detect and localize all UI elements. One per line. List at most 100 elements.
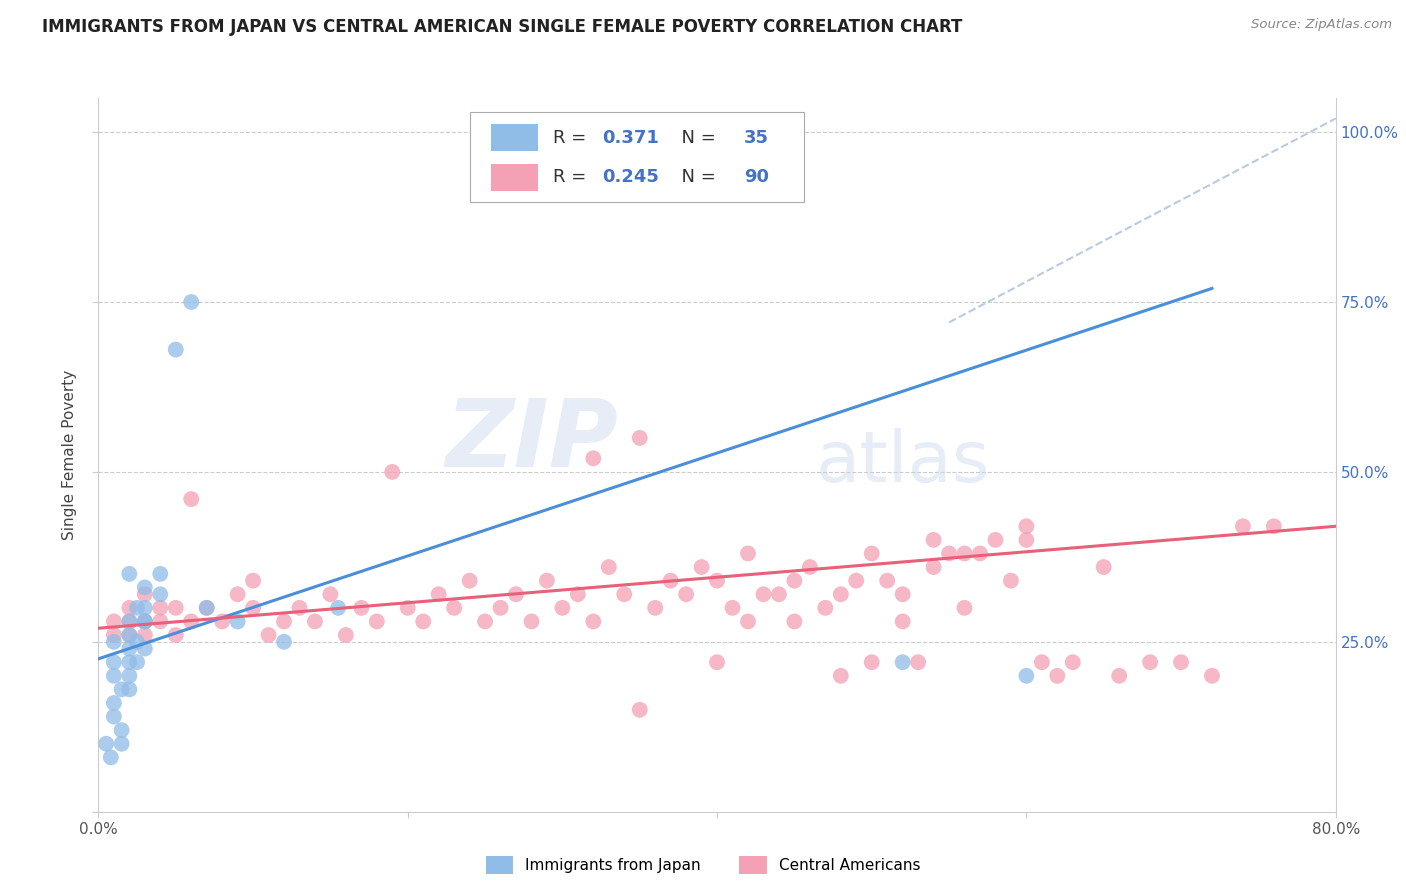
- Text: Source: ZipAtlas.com: Source: ZipAtlas.com: [1251, 18, 1392, 31]
- Point: [165, 343, 187, 357]
- Point: [273, 635, 295, 649]
- Point: [721, 600, 744, 615]
- Point: [180, 492, 202, 507]
- Point: [1263, 519, 1285, 533]
- Point: [149, 615, 172, 629]
- Point: [111, 737, 134, 751]
- Point: [1031, 655, 1053, 669]
- Point: [134, 628, 156, 642]
- Point: [103, 669, 125, 683]
- Point: [1092, 560, 1115, 574]
- Point: [582, 615, 605, 629]
- Text: R =: R =: [553, 128, 592, 146]
- Point: [103, 635, 125, 649]
- Point: [149, 587, 172, 601]
- Point: [350, 600, 373, 615]
- Point: [922, 533, 945, 547]
- Point: [149, 600, 172, 615]
- Point: [111, 682, 134, 697]
- Point: [242, 600, 264, 615]
- Point: [860, 655, 883, 669]
- Point: [118, 628, 141, 642]
- Point: [505, 587, 527, 601]
- Point: [891, 615, 914, 629]
- Text: N =: N =: [671, 128, 721, 146]
- Point: [536, 574, 558, 588]
- Point: [118, 682, 141, 697]
- Point: [1232, 519, 1254, 533]
- Point: [288, 600, 311, 615]
- Point: [613, 587, 636, 601]
- Point: [768, 587, 790, 601]
- Point: [489, 600, 512, 615]
- Point: [118, 655, 141, 669]
- Point: [180, 615, 202, 629]
- Text: R =: R =: [553, 169, 592, 186]
- Point: [737, 615, 759, 629]
- Point: [226, 587, 249, 601]
- Point: [335, 628, 357, 642]
- Point: [242, 574, 264, 588]
- Point: [103, 696, 125, 710]
- Point: [103, 615, 125, 629]
- Point: [273, 615, 295, 629]
- Point: [1062, 655, 1084, 669]
- Point: [134, 615, 156, 629]
- Point: [326, 600, 350, 615]
- Point: [458, 574, 481, 588]
- Point: [118, 566, 141, 581]
- Point: [907, 655, 929, 669]
- Point: [598, 560, 620, 574]
- Point: [659, 574, 682, 588]
- Point: [134, 581, 156, 595]
- Point: [876, 574, 898, 588]
- Point: [1170, 655, 1192, 669]
- Point: [257, 628, 280, 642]
- Point: [922, 560, 945, 574]
- Point: [860, 546, 883, 560]
- Point: [675, 587, 697, 601]
- Point: [103, 655, 125, 669]
- Point: [366, 615, 388, 629]
- Point: [582, 451, 605, 466]
- Point: [628, 431, 651, 445]
- Point: [396, 600, 419, 615]
- Point: [127, 600, 149, 615]
- Point: [706, 574, 728, 588]
- Point: [427, 587, 450, 601]
- Point: [134, 600, 156, 615]
- Point: [1015, 533, 1038, 547]
- Point: [752, 587, 775, 601]
- Text: atlas: atlas: [815, 427, 990, 497]
- Point: [127, 655, 149, 669]
- Point: [134, 587, 156, 601]
- Point: [149, 566, 172, 581]
- Legend: Immigrants from Japan, Central Americans: Immigrants from Japan, Central Americans: [479, 850, 927, 880]
- Text: IMMIGRANTS FROM JAPAN VS CENTRAL AMERICAN SINGLE FEMALE POVERTY CORRELATION CHAR: IMMIGRANTS FROM JAPAN VS CENTRAL AMERICA…: [42, 18, 963, 36]
- Y-axis label: Single Female Poverty: Single Female Poverty: [62, 370, 77, 540]
- FancyBboxPatch shape: [491, 164, 537, 191]
- Point: [891, 587, 914, 601]
- Point: [644, 600, 666, 615]
- Point: [127, 635, 149, 649]
- Point: [118, 615, 141, 629]
- Point: [628, 703, 651, 717]
- Point: [953, 546, 976, 560]
- Point: [1015, 519, 1038, 533]
- Text: 0.245: 0.245: [602, 169, 659, 186]
- Point: [118, 641, 141, 656]
- Point: [443, 600, 465, 615]
- Point: [180, 295, 202, 310]
- Text: ZIP: ZIP: [446, 394, 619, 487]
- Point: [1139, 655, 1161, 669]
- Text: 0.371: 0.371: [602, 128, 659, 146]
- Point: [938, 546, 960, 560]
- Point: [706, 655, 728, 669]
- Point: [103, 709, 125, 723]
- Point: [690, 560, 713, 574]
- Point: [891, 655, 914, 669]
- Point: [195, 600, 218, 615]
- Point: [1201, 669, 1223, 683]
- Point: [1108, 669, 1130, 683]
- Text: N =: N =: [671, 169, 721, 186]
